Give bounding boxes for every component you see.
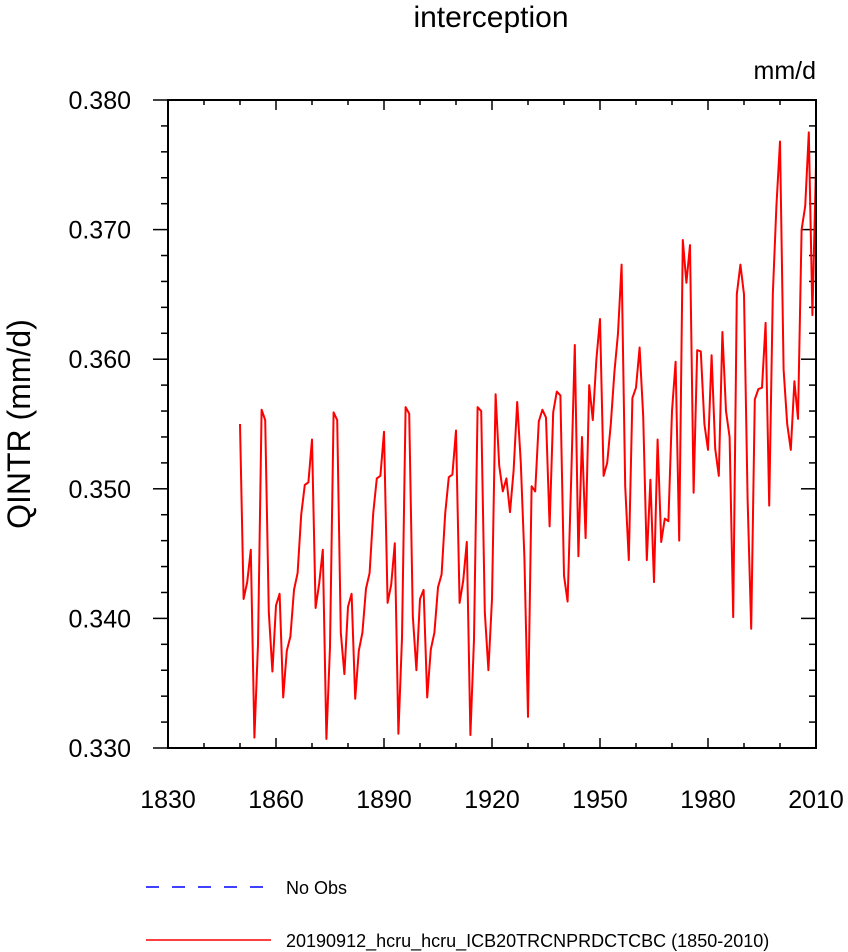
y-tick-label: 0.380 — [68, 87, 131, 115]
plot-frame — [167, 99, 817, 749]
series-layer — [239, 131, 817, 740]
y-tick-label: 0.370 — [68, 217, 131, 245]
x-tick-label: 1890 — [356, 786, 412, 814]
tick-labels: 1830 1860 1890 1920 1950 1980 2010 0.330 0.340 0.… — [68, 87, 843, 814]
chart-units: mm/d — [754, 57, 817, 85]
x-tick-label: 1860 — [248, 786, 304, 814]
x-tick-label: 1830 — [140, 786, 196, 814]
y-tick-label: 0.340 — [68, 605, 131, 633]
legend: No Obs 20190912_hcru_hcru_ICB20TRCNPRDCT… — [146, 878, 769, 952]
legend-label-no-obs: No Obs — [286, 878, 347, 898]
x-tick-label: 1950 — [572, 786, 628, 814]
y-axis-label: QINTR (mm/d) — [1, 319, 37, 529]
series-line-0 — [239, 131, 817, 740]
x-tick-label: 1980 — [680, 786, 736, 814]
y-tick-label: 0.330 — [68, 735, 131, 763]
y-tick-label: 0.350 — [68, 476, 131, 504]
x-tick-label: 2010 — [788, 786, 844, 814]
y-tick-label: 0.360 — [68, 346, 131, 374]
legend-label-model: 20190912_hcru_hcru_ICB20TRCNPRDCTCBC (18… — [286, 931, 769, 952]
x-tick-label: 1920 — [464, 786, 520, 814]
chart-title: interception — [413, 1, 568, 34]
